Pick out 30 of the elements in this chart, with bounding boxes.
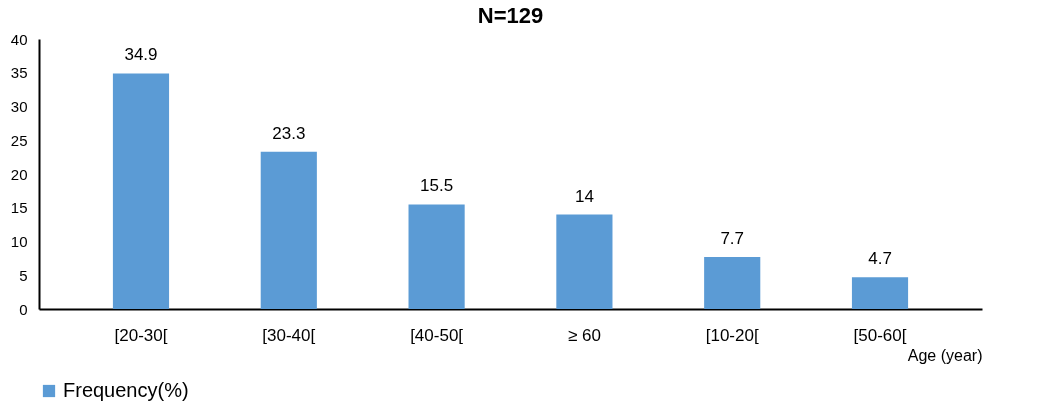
y-tick-label: 30	[10, 98, 28, 115]
x-tick-label: [40-50[	[410, 325, 464, 345]
data-label: 15.5	[420, 176, 454, 196]
y-tick-label: 25	[10, 131, 28, 149]
y-tick-label: 35	[10, 64, 28, 82]
bar	[260, 151, 317, 309]
bar	[112, 73, 170, 309]
bar	[704, 257, 761, 309]
y-tick-label: 15	[10, 199, 28, 217]
y-tick-label: 20	[10, 165, 28, 183]
chart-title: N=129	[477, 3, 544, 28]
y-tick-label: 10	[10, 233, 28, 250]
bar	[408, 204, 465, 309]
x-tick-label: ≥ 60	[567, 325, 601, 345]
y-tick-label: 40	[10, 30, 28, 48]
y-tick-label: 5	[19, 266, 28, 284]
data-label: 4.7	[868, 249, 892, 269]
legend-label: Frequency(%)	[63, 379, 189, 401]
x-tick-label: [30-40[	[262, 325, 316, 345]
bar	[556, 214, 613, 309]
bar	[851, 277, 909, 309]
data-label: 14	[574, 186, 594, 206]
x-tick-label: [20-30[	[114, 325, 168, 345]
data-label: 23.3	[272, 123, 306, 143]
x-tick-label: [10-20[	[705, 325, 759, 345]
data-label: 34.9	[124, 45, 158, 65]
x-axis-title: Age (year)	[907, 346, 983, 364]
data-label: 7.7	[720, 229, 745, 249]
y-tick-label: 0	[19, 300, 28, 318]
x-tick-label: [50-60[	[853, 325, 907, 345]
